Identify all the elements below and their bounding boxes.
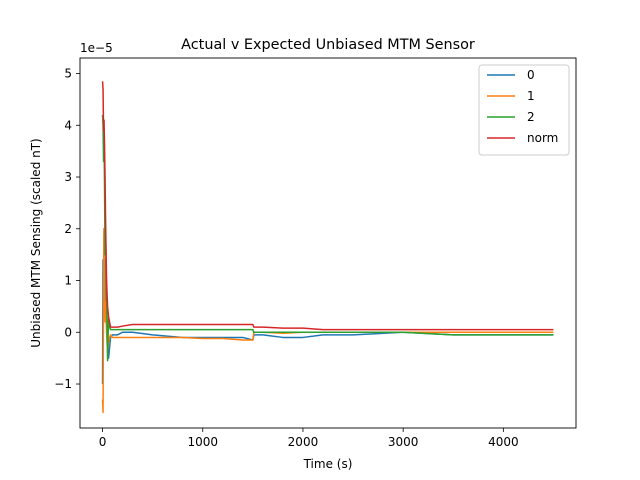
legend-label-0: 0: [527, 68, 535, 82]
series-line-2: [101, 114, 554, 362]
legend: 0 1 2 norm: [478, 64, 570, 156]
y-offset-label: 1e−5: [80, 41, 113, 55]
y-tick-label: 2: [64, 222, 72, 236]
x-tick-label: 2000: [288, 435, 319, 449]
legend-label-3: norm: [527, 131, 558, 145]
y-tick-label: −1: [54, 377, 72, 391]
y-tick-label: 3: [64, 170, 72, 184]
legend-box: [478, 64, 570, 156]
y-tick-label: 5: [64, 67, 72, 81]
legend-label-2: 2: [527, 110, 535, 124]
y-tick-label: 4: [64, 118, 72, 132]
x-tick-label: 3000: [388, 435, 419, 449]
legend-label-1: 1: [527, 89, 535, 103]
plot-area-frame: [79, 57, 577, 429]
y-tick-label: 1: [64, 274, 72, 288]
x-tick-label: 0: [99, 435, 107, 449]
y-axis-ticks: −1 0 1 2 3 4 5: [54, 67, 80, 391]
series-line-3: [101, 81, 554, 331]
x-tick-label: 4000: [488, 435, 519, 449]
x-axis-label: Time (s): [303, 457, 353, 471]
x-tick-label: 1000: [187, 435, 218, 449]
x-axis-ticks: 0 1000 2000 3000 4000: [99, 428, 519, 449]
plot-lines: [101, 81, 554, 414]
y-axis-label: Unbiased MTM Sensing (scaled nT): [29, 138, 43, 348]
y-tick-label: 0: [64, 325, 72, 339]
chart-title: Actual v Expected Unbiased MTM Sensor: [181, 37, 475, 53]
